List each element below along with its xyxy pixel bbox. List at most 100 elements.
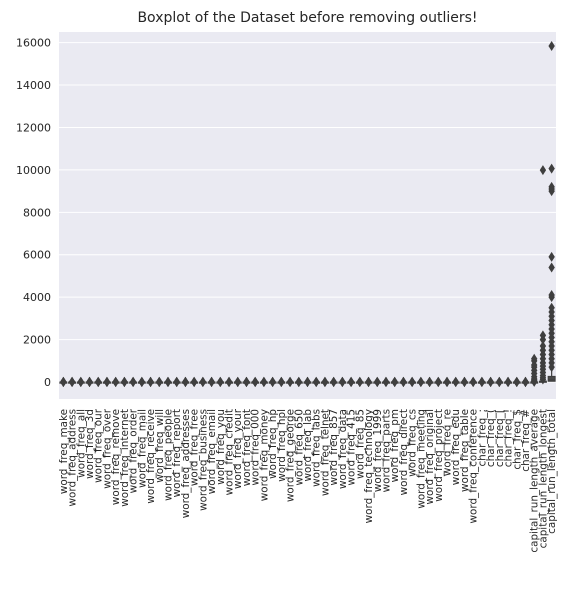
x-tick-label: word_freq_direct [398,409,410,495]
box-group [181,376,190,388]
box-group [399,376,408,388]
x-tick-label: word_freq_650 [293,409,305,485]
box-group [190,376,199,388]
box-group [504,376,513,388]
box-group [102,376,111,388]
x-tick-label: word_freq_conference [468,409,480,523]
box-group [94,376,103,388]
box-group [129,376,138,388]
x-tick-label: word_freq_mail [136,409,148,488]
x-tick-label: char_freq_; [476,409,488,467]
x-tick-label: capital_run_length_average [529,409,541,553]
outlier-point [548,40,555,51]
outlier-point [531,353,538,364]
x-tick-label: word_freq_re [442,409,454,476]
box-group [477,376,486,388]
box-group [364,376,373,388]
box-group [451,376,460,388]
x-tick-label: char_freq_[ [494,409,506,467]
y-tick-labels: 0 2000 4000 6000 8000 10000 12000 14000 16000 [16,37,51,389]
x-tick-label: word_freq_000 [250,409,262,485]
x-tick-label: word_freq_over [101,408,113,489]
x-tick-label: word_freq_meeting [415,409,427,509]
box-group [547,40,556,382]
box-group [216,376,225,388]
x-tick-label: char_freq_$ [511,409,523,470]
box-group [120,376,129,388]
y-tick-label: 4000 [23,291,51,304]
x-tick-label: word_freq_will [154,409,166,483]
box-group [207,376,216,388]
x-tick-label: word_freq_data [337,409,349,489]
x-tick-label: word_freq_technology [363,409,375,523]
x-tick-label: word_freq_report [171,409,183,497]
box-iqr [547,375,556,382]
x-tick-label: word_freq_hpl [276,409,288,482]
box-group [68,376,77,388]
box-group [469,376,478,388]
box-group [443,376,451,388]
outlier-point [539,340,547,351]
box-group [268,376,277,388]
box-group [495,376,504,388]
x-tick-label: word_freq_telnet [319,409,331,496]
box-group [355,376,364,388]
x-tick-label: word_freq_lab [302,409,314,482]
x-tick-label: word_freq_cs [407,409,419,477]
x-tick-label: word_freq_george [285,409,297,502]
box-group [390,376,399,388]
y-tick-label: 8000 [23,206,51,219]
x-tick-label: word_freq_original [424,409,436,504]
x-tick-label: word_freq_hp [267,409,279,479]
plot-background [59,32,556,399]
box-group [416,376,425,388]
x-tick-label: word_freq_85 [354,409,366,479]
x-tick-label: word_freq_parts [380,409,392,492]
x-tick-label: word_freq_email [206,409,218,494]
box-group [425,376,434,388]
x-tick-label: word_freq_table [459,409,471,492]
x-tick-label: word_freq_money [258,409,270,501]
box-group [251,376,260,388]
box-group [521,376,530,388]
x-tick-label: word_freq_people [162,409,174,501]
box-group [329,376,338,388]
box-group [172,376,181,388]
box-group [294,376,303,388]
box-group [155,376,164,388]
y-tick-label: 12000 [16,121,51,134]
box-group [434,376,443,388]
y-tick-label: 2000 [23,334,51,347]
outlier-point [548,262,555,273]
box-group [320,376,329,388]
box-group [233,376,242,388]
chart-title: Boxplot of the Dataset before removing o… [137,10,477,26]
outlier-point [548,251,555,262]
x-tick-label: word_freq_our [93,408,105,483]
box-group [277,376,286,388]
box-group [312,376,321,388]
x-tick-label: word_freq_3d [84,409,96,479]
x-tick-label: word_freq_make [58,409,70,494]
grid-layer [59,42,556,383]
box-group [347,376,356,388]
outlier-point [548,163,555,174]
box-group [512,376,521,388]
x-tick-label: word_freq_project [433,409,445,502]
x-tick-label: word_freq_857 [328,409,340,485]
x-tick-label: char_freq_( [485,409,497,467]
box-group [486,376,495,388]
box-group [198,376,207,388]
box-group [111,376,120,388]
box-group [338,376,347,388]
x-tick-label: word_freq_labs [311,409,323,487]
y-tick-label: 6000 [23,249,51,262]
y-tick-label: 14000 [16,79,51,92]
box-group [85,376,94,388]
x-tick-label: word_freq_all [75,409,87,478]
y-tick-label: 16000 [16,37,51,50]
x-tick-label: word_freq_addresses [180,409,192,518]
x-tick-label: word_freq_415 [346,409,358,485]
x-tick-labels: word_freq_makeword_freq_addressword_freq… [58,408,558,552]
